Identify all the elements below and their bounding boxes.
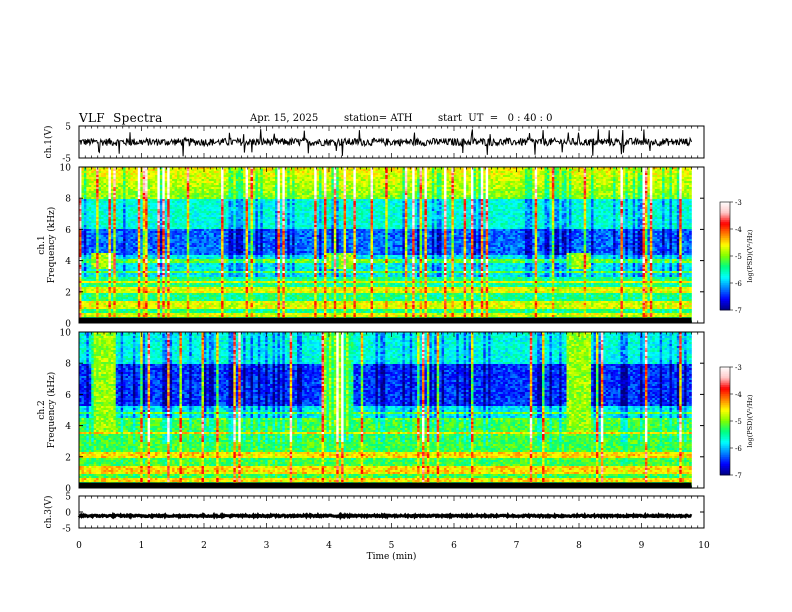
ch3-waveform: 5 0 -5 ch.3(V) — [43, 493, 704, 535]
ch3-waveform-trace — [79, 515, 692, 517]
ch1-spectrogram-colorbar: -3 -4 -5 -6 -7 log(PSD)(V²/Hz) — [720, 199, 754, 315]
ch1-waveform-ytick-label: 5 — [65, 123, 71, 133]
ch1-spectrogram-ylabel-line: Frequency (kHz) — [46, 207, 57, 284]
ch2-spectrogram-ylabel-line: Frequency (kHz) — [46, 372, 57, 449]
time-tick-label: 0 — [76, 541, 82, 551]
ch1-waveform-trace — [79, 129, 692, 156]
ch2-spectrogram-colorbar-label: log(PSD)(V²/Hz) — [746, 394, 754, 447]
time-tick-label: 4 — [326, 541, 332, 551]
ch1-spectrogram-colorbar-tick-label: -4 — [735, 226, 742, 234]
ch2-spectrogram-colorbar-tick-label: -5 — [735, 418, 742, 426]
ch1-waveform-ylabel: ch.1(V) — [43, 126, 54, 159]
time-tick-label: 1 — [139, 541, 145, 551]
ch1-spectrogram-ylabel: ch.1Frequency (kHz) — [37, 207, 57, 284]
ch2-spectrogram-colorbar-tick-label: -3 — [735, 364, 742, 372]
time-tick-label: 6 — [451, 541, 457, 551]
ch2-spectrogram-colorbar-tick-label: -4 — [735, 391, 742, 399]
time-tick-label: 10 — [698, 541, 710, 551]
ch2-spectrogram-ylabel: ch.2Frequency (kHz) — [37, 372, 57, 449]
ch1-spectrogram-colorbar-tick-label: -3 — [735, 199, 742, 207]
time-tick-label: 2 — [201, 541, 207, 551]
ch2-spectrogram-ytick-label: 2 — [65, 453, 71, 463]
ch2-spectrogram-cells — [79, 332, 692, 488]
ch1-spectrogram-ytick-label: 4 — [65, 257, 71, 267]
ch1-spectrogram-ytick-label: 2 — [65, 288, 71, 298]
ch1-waveform: 5-5ch.1(V) — [43, 123, 704, 165]
ch3-waveform-ytick-label: 5 — [65, 493, 71, 503]
ch2-spectrogram-colorbar-tick-label: -6 — [735, 445, 742, 453]
ch3-waveform-ytick-label: 0 — [65, 509, 71, 519]
ch2-spectrogram-ytick-label: 8 — [65, 360, 71, 370]
ch2-spectrogram-ytick-label: 10 — [60, 329, 72, 339]
time-axis-label: Time (min) — [367, 551, 417, 562]
ch3-waveform-ylabel: ch.3(V) — [43, 496, 54, 529]
time-tick-label: 8 — [576, 541, 582, 551]
ch1-spectrogram-colorbar-tick-label: -5 — [735, 253, 742, 261]
ch1-spectrogram-ylabel-line: ch.1 — [37, 235, 47, 254]
ch1-spectrogram-ytick-label: 8 — [65, 195, 71, 205]
ch1-spectrogram-colorbar-tick-label: -6 — [735, 280, 742, 288]
time-tick-label: 7 — [514, 541, 520, 551]
ch2-spectrogram-ytick-label: 4 — [65, 422, 71, 432]
time-tick-label: 9 — [639, 541, 645, 551]
time-tick-label: 3 — [264, 541, 270, 551]
ch2-spectrogram-colorbar: -3 -4 -5 -6 -7 log(PSD)(V²/Hz) — [720, 364, 754, 480]
time-axis: 0 1 2 3 4 5 6 7 8 9 10 Time (min) — [76, 541, 710, 562]
ch1-spectrogram-ytick-label: 10 — [60, 164, 72, 174]
time-tick-label: 5 — [389, 541, 395, 551]
ch1-spectrogram-colorbar-tick-label: -7 — [735, 307, 742, 315]
ch2-spectrogram-ytick-label: 6 — [65, 391, 71, 401]
ch2-spectrogram-ylabel-line: ch.2 — [37, 400, 47, 419]
ch1-spectrogram-ytick-label: 6 — [65, 226, 71, 236]
ch2-spectrogram-colorbar-tick-label: -7 — [735, 472, 742, 480]
ch1-spectrogram-colorbar-label: log(PSD)(V²/Hz) — [746, 229, 754, 282]
ch3-waveform-ytick-label: -5 — [62, 525, 71, 535]
ch1-spectrogram-cells — [79, 167, 692, 323]
